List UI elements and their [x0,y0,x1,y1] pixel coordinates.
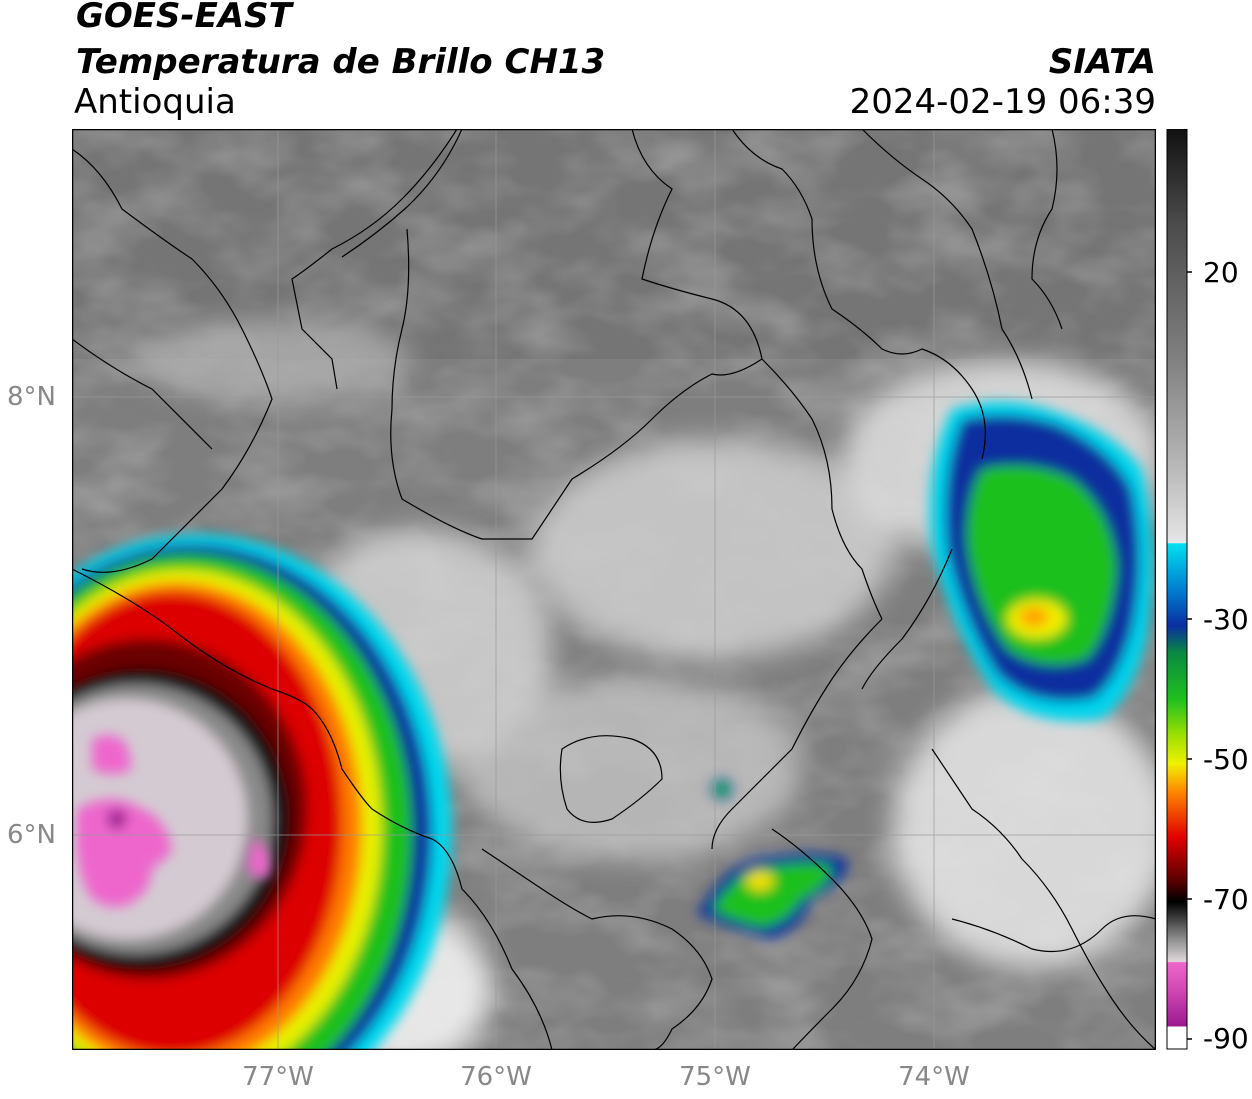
light-cloud-south [462,679,802,859]
storm-central-yellow [746,871,774,891]
lon-label-75w: 75°W [679,1062,751,1092]
lat-label-8n: 8°N [7,382,56,412]
border-east-north [1031,129,1063,330]
storm-west-pink-edge [247,839,271,878]
coastline-gulf [72,148,273,573]
border-bogota-area [951,915,1156,953]
lon-label-77w: 77°W [242,1062,314,1092]
satellite-title: GOES-EAST [76,0,292,36]
map-frame [72,129,1156,1050]
region-label: Antioquia [74,82,236,122]
colorbar-label-minus50: -50 [1203,743,1249,776]
border-magdalena-medio [711,618,883,850]
border-sucre-bolivar [631,129,883,620]
western-storm-core [76,735,271,907]
colorbar-label-minus70: -70 [1203,883,1249,916]
colorbar [1166,129,1192,1050]
colorbar-label-20: 20 [1203,256,1239,289]
northeast-storm-system [929,401,1154,721]
border-boyaca [931,748,1156,1050]
light-cloud-southeast [892,689,1156,969]
datetime-label: 2024-02-19 06:39 [849,82,1156,122]
coastline-north [291,129,458,390]
border-caldas [481,848,713,1050]
product-title: Temperatura de Brillo CH13 [76,42,606,82]
light-cloud-strip [132,319,412,399]
brightness-temperature-map [72,129,1156,1050]
border-diagonal-east [861,548,953,690]
colorbar-ticks [1187,271,1192,1040]
storm-west-pink-core [76,799,154,907]
colorbar-label-minus90: -90 [1203,1022,1249,1055]
western-storm-system [72,534,452,1050]
organization-label: SIATA [1048,42,1156,82]
coastline-uraba [72,338,213,450]
storm-ne-green [967,465,1117,665]
boundaries [72,129,1156,1050]
colorbar-label-minus30: -30 [1203,603,1249,636]
storm-ne-orange [1019,607,1049,627]
lat-label-6n: 6°N [7,820,56,850]
grid [72,129,1156,1050]
lon-label-74w: 74°W [898,1062,970,1092]
storm-central-small-cell [712,779,732,799]
border-choco-antioquia [72,568,553,1050]
border-cundinamarca [771,828,873,1050]
central-storm-cell [697,779,848,939]
coastline-north-inner [341,129,463,258]
border-bolivar-east [731,129,986,460]
light-cloud-areas [132,319,1156,1050]
border-cordoba [390,228,763,540]
border-santander [861,129,1033,400]
colorbar-fill [1166,129,1188,1050]
storm-west-purple-spot [107,809,127,829]
storm-central-green [712,863,832,927]
storm-west-pink-east [142,809,172,867]
storm-west-pink-north [92,735,132,774]
light-cloud-center [532,439,892,659]
lon-label-76w: 76°W [460,1062,532,1092]
border-municipal-loop [559,735,663,823]
